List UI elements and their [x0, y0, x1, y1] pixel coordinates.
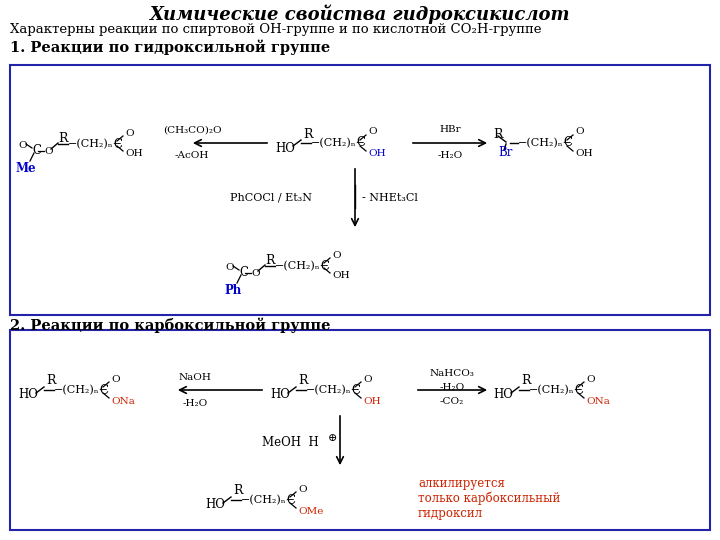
Text: O: O — [111, 375, 120, 383]
Text: C: C — [320, 260, 329, 273]
Text: Me: Me — [16, 161, 36, 174]
Text: R: R — [298, 375, 307, 388]
Text: OH: OH — [125, 150, 143, 159]
Text: -H₂O: -H₂O — [439, 382, 464, 392]
Bar — [10, 330, 710, 530]
Text: R: R — [493, 127, 503, 140]
Text: O: O — [332, 252, 341, 260]
Text: Характерны реакции по спиртовой ОН-группе и по кислотной СО₂Н-группе: Характерны реакции по спиртовой ОН-групп… — [10, 24, 541, 37]
Text: ONa: ONa — [586, 396, 610, 406]
Text: −(CH₂)ₙ−: −(CH₂)ₙ− — [311, 138, 366, 148]
Text: OH: OH — [575, 150, 593, 159]
Text: MeOH  H: MeOH H — [262, 436, 319, 449]
Text: HBr: HBr — [439, 125, 461, 134]
Text: OH: OH — [332, 272, 350, 280]
Text: гидроксил: гидроксил — [418, 507, 483, 519]
Text: NaOH: NaOH — [179, 373, 212, 381]
Text: ONa: ONa — [111, 396, 135, 406]
Text: −(CH₂)ₙ−: −(CH₂)ₙ− — [518, 138, 573, 148]
Text: (CH₃CO)₂O: (CH₃CO)₂O — [163, 125, 221, 134]
Text: R: R — [58, 132, 68, 145]
Text: HO: HO — [205, 498, 225, 511]
Text: HO: HO — [270, 388, 290, 402]
Text: R: R — [46, 375, 55, 388]
Text: O: O — [575, 127, 584, 137]
Text: ⊕: ⊕ — [328, 433, 338, 443]
Text: C: C — [563, 137, 572, 150]
Text: -H₂O: -H₂O — [437, 152, 463, 160]
Text: Химические свойства гидроксикислот: Химические свойства гидроксикислот — [150, 4, 570, 24]
Text: R: R — [233, 484, 243, 497]
Text: −(CH₂)ₙ−: −(CH₂)ₙ− — [54, 385, 109, 395]
Text: -CO₂: -CO₂ — [440, 397, 464, 407]
Text: HO: HO — [275, 141, 295, 154]
Text: NaHCO₃: NaHCO₃ — [430, 368, 474, 377]
Text: C: C — [286, 494, 295, 507]
Text: O: O — [363, 375, 372, 383]
Text: C: C — [99, 383, 108, 396]
Text: −(CH₂)ₙ−: −(CH₂)ₙ− — [275, 261, 330, 271]
Text: PhCOCl / Et₃N: PhCOCl / Et₃N — [230, 193, 312, 203]
Text: −(CH₂)ₙ−: −(CH₂)ₙ− — [529, 385, 584, 395]
Text: C: C — [113, 138, 122, 151]
Text: R: R — [521, 375, 531, 388]
Text: - NHEt₃Cl: - NHEt₃Cl — [362, 193, 418, 203]
Text: O: O — [125, 130, 134, 138]
Text: O: O — [586, 375, 595, 383]
Text: только карбоксильный: только карбоксильный — [418, 491, 560, 505]
Text: Br: Br — [498, 146, 513, 159]
Text: O: O — [298, 484, 307, 494]
Text: OMe: OMe — [298, 507, 323, 516]
Text: R: R — [265, 253, 274, 267]
Text: Ph: Ph — [225, 284, 242, 296]
Text: O: O — [251, 268, 260, 278]
Bar — [10, 65, 710, 315]
Text: O: O — [44, 146, 53, 156]
Text: -AcOH: -AcOH — [175, 152, 210, 160]
Text: HO: HO — [493, 388, 513, 402]
Text: OH: OH — [368, 150, 386, 159]
Text: HO: HO — [18, 388, 38, 402]
Text: 1. Реакции по гидроксильной группе: 1. Реакции по гидроксильной группе — [10, 39, 330, 55]
Text: O: O — [368, 127, 377, 137]
Text: C: C — [351, 383, 360, 396]
Text: C: C — [239, 267, 248, 280]
Text: -H₂O: -H₂O — [182, 399, 207, 408]
Text: 2. Реакции по карбоксильной группе: 2. Реакции по карбоксильной группе — [10, 317, 330, 333]
Text: O: O — [18, 141, 27, 151]
Text: −(CH₂)ₙ−: −(CH₂)ₙ− — [68, 139, 123, 149]
Text: C: C — [574, 383, 583, 396]
Text: R: R — [303, 127, 312, 140]
Text: C: C — [356, 137, 365, 150]
Text: OH: OH — [363, 396, 381, 406]
Text: O: O — [225, 264, 233, 273]
Text: C: C — [32, 145, 41, 158]
Text: −(CH₂)ₙ−: −(CH₂)ₙ− — [241, 495, 296, 505]
Text: −(CH₂)ₙ−: −(CH₂)ₙ− — [306, 385, 361, 395]
Text: алкилируется: алкилируется — [418, 476, 505, 489]
